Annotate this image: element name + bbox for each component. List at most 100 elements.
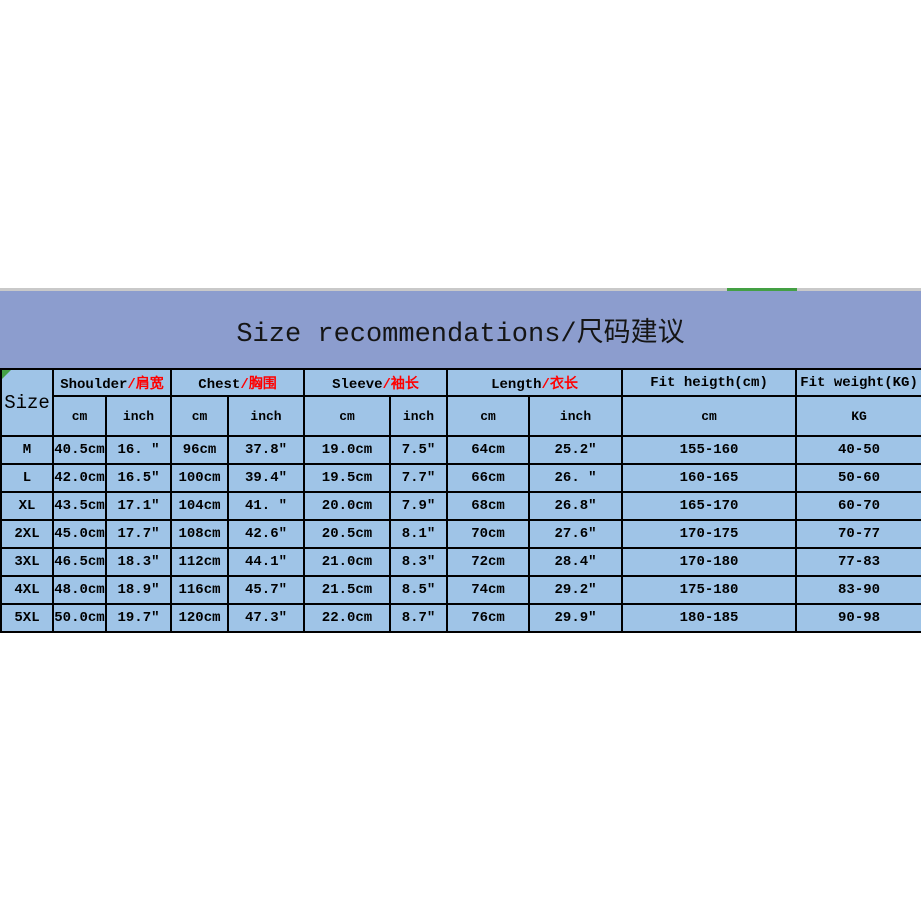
chest-inch-cell: 37.8″ xyxy=(226,435,306,465)
shoulder-group-header: Shoulder/肩宽 xyxy=(52,368,172,397)
length-label-zh: /衣长 xyxy=(541,376,578,393)
sleeve-inch-cell: 8.3″ xyxy=(389,547,449,577)
chest-cm-cell: 116cm xyxy=(170,575,229,605)
sleeve-inch-cell: 8.5″ xyxy=(389,575,449,605)
sleeve-cm-cell: 19.0cm xyxy=(303,435,392,465)
fit-height-cell: 170-180 xyxy=(621,547,798,577)
chest-cm-cell: 108cm xyxy=(170,519,229,549)
chest-inch-cell: 47.3″ xyxy=(226,603,306,633)
top-border-line xyxy=(0,288,921,291)
fit-weight-cell: 83-90 xyxy=(795,575,921,605)
shoulder-cm-cell: 43.5cm xyxy=(52,491,107,521)
shoulder-inch-cell: 17.7″ xyxy=(105,519,172,549)
fit-weight-cell: 60-70 xyxy=(795,491,921,521)
sleeve-cm-cell: 21.0cm xyxy=(303,547,392,577)
sleeve-label-zh: /袖长 xyxy=(382,376,419,393)
fit-weight-kg-subheader: KG xyxy=(795,395,921,437)
fit-height-cell: 180-185 xyxy=(621,603,798,633)
length-cm-cell: 66cm xyxy=(446,463,531,493)
shoulder-cm-cell: 48.0cm xyxy=(52,575,107,605)
title-banner: Size recommendations/尺码建议 xyxy=(0,291,921,368)
shoulder-label-en: Shoulder xyxy=(60,376,128,393)
shoulder-inch-subheader: inch xyxy=(105,395,172,437)
size-cell: XL xyxy=(0,491,54,521)
sleeve-inch-cell: 7.5″ xyxy=(389,435,449,465)
table-row: XL 43.5cm 17.1″ 104cm 41. ″ 20.0cm 7.9″ … xyxy=(0,491,921,521)
fit-weight-cell: 50-60 xyxy=(795,463,921,493)
length-cm-cell: 76cm xyxy=(446,603,531,633)
size-cell: L xyxy=(0,463,54,493)
size-header-label: Size xyxy=(4,391,50,414)
table-header: Size Shoulder/肩宽 Chest/胸围 Sleeve/袖长 Leng… xyxy=(0,368,921,437)
sleeve-inch-cell: 8.1″ xyxy=(389,519,449,549)
table-body: M 40.5cm 16. ″ 96cm 37.8″ 19.0cm 7.5″ 64… xyxy=(0,435,921,633)
chest-cm-subheader: cm xyxy=(170,395,229,437)
green-line-segment xyxy=(727,288,797,291)
chest-inch-cell: 45.7″ xyxy=(226,575,306,605)
table-row: 3XL 46.5cm 18.3″ 112cm 44.1″ 21.0cm 8.3″… xyxy=(0,547,921,577)
group-header-row: Size Shoulder/肩宽 Chest/胸围 Sleeve/袖长 Leng… xyxy=(0,368,921,437)
fit-height-cell: 160-165 xyxy=(621,463,798,493)
sleeve-cm-cell: 19.5cm xyxy=(303,463,392,493)
size-cell: 3XL xyxy=(0,547,54,577)
page-title: Size recommendations/尺码建议 xyxy=(236,319,685,350)
length-inch-cell: 25.2″ xyxy=(528,435,624,465)
chest-cm-cell: 120cm xyxy=(170,603,229,633)
sleeve-cm-cell: 20.0cm xyxy=(303,491,392,521)
sleeve-cm-cell: 22.0cm xyxy=(303,603,392,633)
size-cell: M xyxy=(0,435,54,465)
length-inch-cell: 29.2″ xyxy=(528,575,624,605)
sleeve-cm-cell: 21.5cm xyxy=(303,575,392,605)
fit-height-cell: 170-175 xyxy=(621,519,798,549)
length-cm-subheader: cm xyxy=(446,395,531,437)
fit-height-header: Fit heigth(cm) xyxy=(621,368,798,397)
length-group-header: Length/衣长 xyxy=(446,368,624,397)
shoulder-cm-cell: 46.5cm xyxy=(52,547,107,577)
shoulder-inch-cell: 18.3″ xyxy=(105,547,172,577)
length-cm-cell: 64cm xyxy=(446,435,531,465)
chest-cm-cell: 112cm xyxy=(170,547,229,577)
shoulder-label-zh: /肩宽 xyxy=(127,376,164,393)
table-row: L 42.0cm 16.5″ 100cm 39.4″ 19.5cm 7.7″ 6… xyxy=(0,463,921,493)
chest-cm-cell: 96cm xyxy=(170,435,229,465)
green-corner-marker xyxy=(3,371,11,379)
length-label-en: Length xyxy=(491,376,542,393)
table-row: 2XL 45.0cm 17.7″ 108cm 42.6″ 20.5cm 8.1″… xyxy=(0,519,921,549)
chest-group-header: Chest/胸围 xyxy=(169,368,306,397)
chest-cm-cell: 104cm xyxy=(170,491,229,521)
chest-label-zh: /胸围 xyxy=(240,376,277,393)
size-chart-sheet: Size recommendations/尺码建议 Size Shoulder/… xyxy=(0,288,921,633)
shoulder-cm-cell: 40.5cm xyxy=(52,435,107,465)
chest-inch-cell: 42.6″ xyxy=(226,519,306,549)
fit-height-cm-subheader: cm xyxy=(621,395,798,437)
size-table: Size Shoulder/肩宽 Chest/胸围 Sleeve/袖长 Leng… xyxy=(0,368,921,633)
table-row: 5XL 50.0cm 19.7″ 120cm 47.3″ 22.0cm 8.7″… xyxy=(0,603,921,633)
size-cell: 4XL xyxy=(0,575,54,605)
length-inch-cell: 27.6″ xyxy=(528,519,624,549)
sleeve-label-en: Sleeve xyxy=(332,376,383,393)
length-inch-cell: 26. ″ xyxy=(528,463,624,493)
chest-inch-cell: 44.1″ xyxy=(226,547,306,577)
length-cm-cell: 72cm xyxy=(446,547,531,577)
sleeve-inch-cell: 8.7″ xyxy=(389,603,449,633)
shoulder-inch-cell: 16.5″ xyxy=(105,463,172,493)
shoulder-cm-cell: 50.0cm xyxy=(52,603,107,633)
length-inch-cell: 26.8″ xyxy=(528,491,624,521)
shoulder-inch-cell: 17.1″ xyxy=(105,491,172,521)
fit-weight-cell: 40-50 xyxy=(795,435,921,465)
chest-inch-subheader: inch xyxy=(226,395,306,437)
chest-cm-cell: 100cm xyxy=(170,463,229,493)
sleeve-inch-cell: 7.7″ xyxy=(389,463,449,493)
sleeve-cm-cell: 20.5cm xyxy=(303,519,392,549)
table-row: 4XL 48.0cm 18.9″ 116cm 45.7″ 21.5cm 8.5″… xyxy=(0,575,921,605)
shoulder-inch-cell: 16. ″ xyxy=(105,435,172,465)
unit-header-row: cm inch cm inch cm inch cm inch cm KG xyxy=(1,395,921,437)
chest-inch-cell: 41. ″ xyxy=(226,491,306,521)
size-column-header: Size xyxy=(0,368,54,437)
fit-weight-cell: 70-77 xyxy=(795,519,921,549)
shoulder-inch-cell: 19.7″ xyxy=(105,603,172,633)
chest-inch-cell: 39.4″ xyxy=(226,463,306,493)
shoulder-inch-cell: 18.9″ xyxy=(105,575,172,605)
table-row: M 40.5cm 16. ″ 96cm 37.8″ 19.0cm 7.5″ 64… xyxy=(0,435,921,465)
